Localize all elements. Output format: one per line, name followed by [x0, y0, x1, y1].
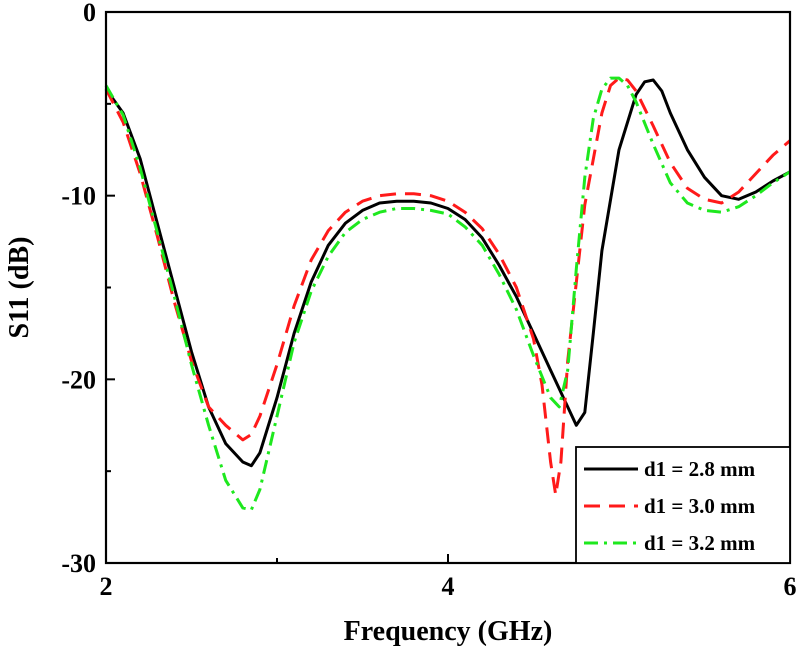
x-tick-label: 6: [784, 572, 797, 601]
x-tick-label: 2: [100, 572, 113, 601]
series-line-3: [104, 76, 791, 512]
legend-label-1: d1 = 2.8 mm: [644, 457, 756, 481]
y-tick-label: -10: [61, 182, 96, 211]
series-line-2: [104, 76, 791, 497]
x-tick-label: 4: [442, 572, 455, 601]
x-axis-title: Frequency (GHz): [344, 616, 553, 646]
y-tick-label: -20: [61, 365, 96, 394]
tick-labels: 2 4 6 0 -10 -20 -30: [61, 0, 796, 601]
legend-label-2: d1 = 3.0 mm: [644, 494, 756, 518]
series-layer: [104, 76, 791, 512]
y-axis-title: S11 (dB): [4, 237, 35, 339]
series-line-1: [104, 78, 791, 468]
y-tick-label: -30: [61, 549, 96, 578]
legend: d1 = 2.8 mm d1 = 3.0 mm d1 = 3.2 mm: [575, 446, 791, 564]
legend-items: d1 = 2.8 mm d1 = 3.0 mm d1 = 3.2 mm: [584, 457, 756, 555]
y-tick-label: 0: [83, 0, 96, 27]
legend-label-3: d1 = 3.2 mm: [644, 531, 756, 555]
